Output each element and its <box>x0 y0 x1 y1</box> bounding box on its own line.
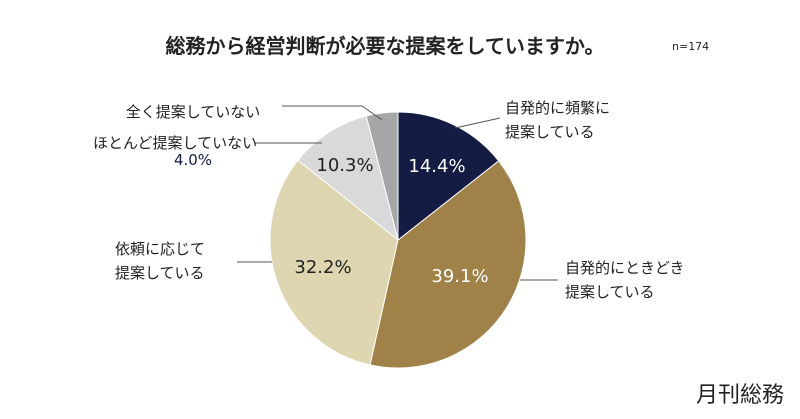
category-label: ほとんど提案していない <box>93 134 258 152</box>
category-label: 依頼に応じて 提案している <box>115 240 206 282</box>
pie-slice <box>369 160 527 369</box>
category-label: 全く提案していない 4.0% <box>108 76 278 172</box>
value-label: 14.4% <box>408 156 465 177</box>
value-label: 39.1% <box>431 266 488 287</box>
leader-line <box>454 117 501 129</box>
chart-title: 総務から経営判断が必要な提案をしていますか。 <box>165 34 605 58</box>
category-label: 自発的にときどき 提案している <box>565 259 685 301</box>
value-label: 32.2% <box>294 257 351 278</box>
category-label: 自発的に頻繁に 提案している <box>505 99 611 141</box>
pie-slice <box>269 159 399 366</box>
value-label: 10.3% <box>316 155 373 176</box>
value-label: 4.0% <box>173 151 213 169</box>
category-name: 全く提案していない <box>125 103 261 121</box>
pie-slice <box>397 111 500 242</box>
source: 月刊総務 <box>695 383 784 408</box>
leader-line <box>282 105 383 121</box>
subtitle: n=174 <box>672 40 710 53</box>
pie-slice <box>297 115 399 242</box>
